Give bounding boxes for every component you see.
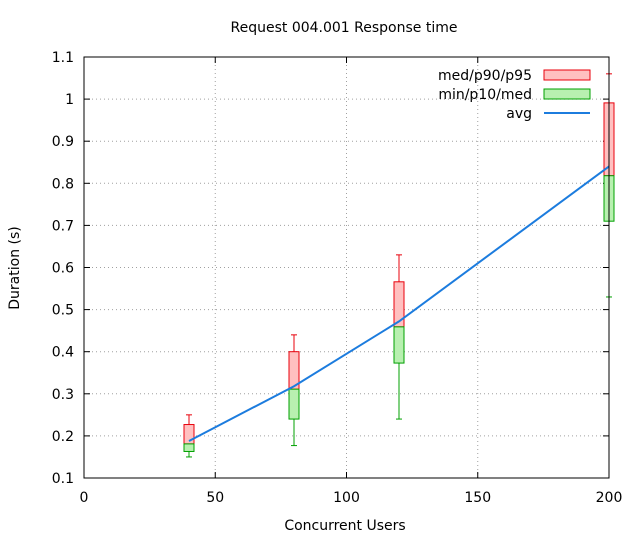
y-tick-label: 0.7 [52,218,74,234]
x-tick-label: 150 [464,490,491,506]
y-axis-label: Duration (s) [7,226,23,309]
lower-box [183,443,195,452]
axis-ticks: 0.1 0.2 0.3 0.4 0.5 0.6 0.7 0.8 0.9 1 1.1 0 50 100 150… [52,50,623,506]
y-tick-label: 0.4 [52,345,74,361]
legend: med/p90/p95 min/p10/med avg [438,68,591,122]
legend-label: avg [506,106,532,122]
chart-title: Request 004.001 Response time [231,20,458,36]
y-tick-label: 0.3 [52,387,74,403]
legend-swatch [543,69,591,81]
y-tick-label: 1.1 [52,50,74,66]
x-axis-label: Concurrent Users [284,518,405,534]
y-tick-label: 0.9 [52,134,74,150]
avg-line-layer [188,165,610,442]
y-tick-label: 0.1 [52,471,74,487]
y-tick-label: 0.2 [52,429,74,445]
y-tick-label: 0.6 [52,261,74,277]
box-plot-layer [183,73,615,458]
x-tick-label: 50 [206,490,224,506]
upper-box [183,424,195,445]
y-tick-label: 0.8 [52,176,74,192]
legend-label: min/p10/med [438,87,532,103]
plot-frame [83,56,610,479]
legend-label: med/p90/p95 [438,68,532,84]
x-tick-label: 200 [596,490,623,506]
y-tick-label: 1 [65,92,74,108]
x-tick-label: 100 [333,490,360,506]
y-tick-label: 0.5 [52,303,74,319]
upper-box [393,281,405,328]
avg-line [188,165,610,442]
lower-box [288,388,300,420]
legend-swatch [543,88,591,100]
x-tick-label: 0 [80,490,89,506]
lower-box [393,326,405,364]
